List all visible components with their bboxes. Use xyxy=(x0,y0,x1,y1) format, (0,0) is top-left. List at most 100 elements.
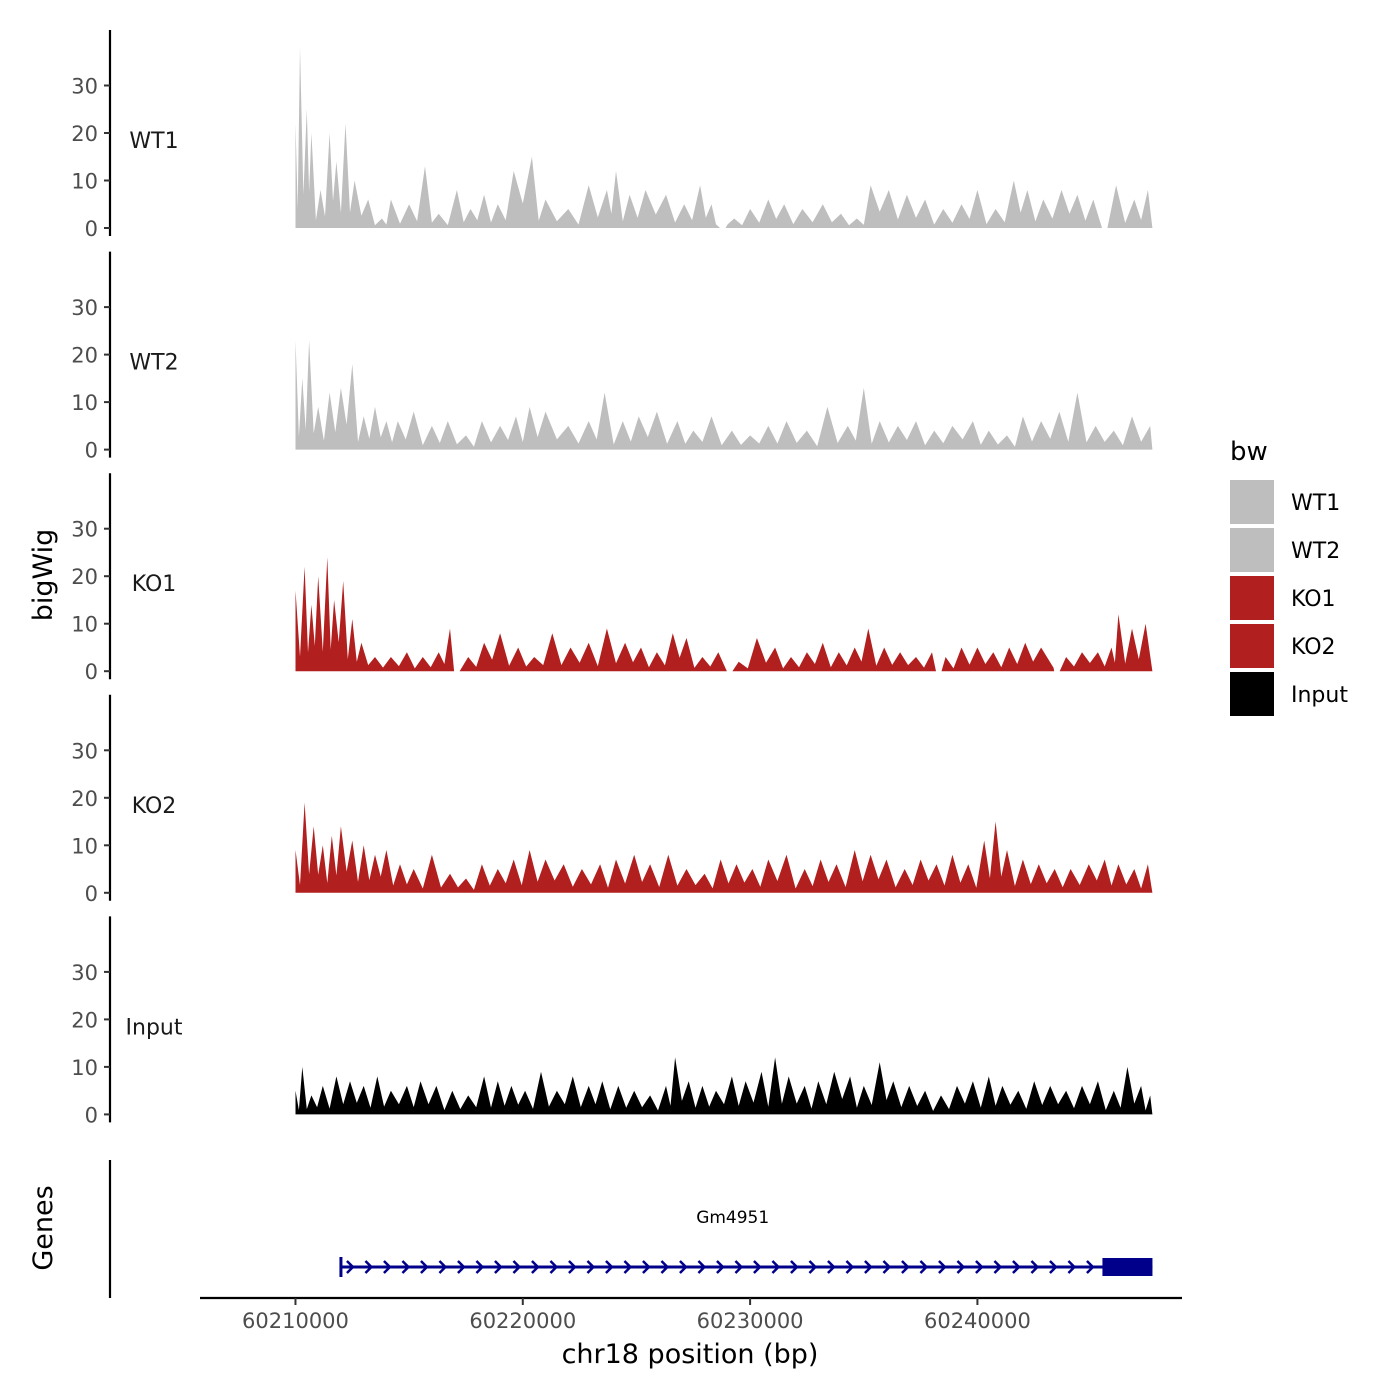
strand-arrow xyxy=(956,1260,966,1274)
y-tick-label: 20 xyxy=(71,787,98,811)
x-axis-title: chr18 position (bp) xyxy=(562,1339,819,1370)
legend-swatch xyxy=(1230,480,1274,524)
strand-arrow xyxy=(401,1260,411,1274)
legend-title: bw xyxy=(1230,437,1268,467)
gene-name: Gm4951 xyxy=(696,1208,769,1228)
y-tick-label: 10 xyxy=(71,170,98,194)
legend-swatch xyxy=(1230,576,1274,620)
track-label: WT1 xyxy=(129,129,178,154)
strand-arrow xyxy=(919,1260,929,1274)
y-tick-label: 30 xyxy=(71,518,98,542)
x-tick-label: 60240000 xyxy=(924,1309,1031,1333)
strand-arrow xyxy=(475,1260,485,1274)
legend-label: KO1 xyxy=(1291,587,1336,612)
track-ko1: 0 10 20 30 KO1 xyxy=(71,473,1153,684)
coverage-area-input xyxy=(295,1057,1153,1115)
legend-item-wt1: WT1 xyxy=(1230,480,1340,524)
coverage-area-ko1 xyxy=(295,557,455,672)
strand-arrow xyxy=(531,1260,540,1274)
track-wt2: 0 10 20 30 WT2 xyxy=(71,251,1153,463)
legend-item-ko2: KO2 xyxy=(1230,624,1336,668)
strand-arrow xyxy=(716,1260,725,1274)
y-tick-label: 20 xyxy=(71,1008,98,1032)
legend-item-ko1: KO1 xyxy=(1230,576,1336,620)
coverage-area-ko2 xyxy=(295,802,1153,893)
strand-arrow xyxy=(827,1260,836,1274)
coverage-area-ko1 xyxy=(1059,614,1153,672)
track-wt1: 0 10 20 30 WT1 xyxy=(71,30,1153,241)
x-tick-label: 60220000 xyxy=(469,1309,576,1333)
strand-arrow xyxy=(512,1260,522,1274)
y-tick-label: 0 xyxy=(85,1103,98,1127)
y-tick-label: 10 xyxy=(71,1056,98,1080)
strand-arrow xyxy=(679,1260,688,1274)
y-tick-label: 30 xyxy=(71,296,98,320)
strand-arrow xyxy=(438,1260,448,1274)
strand-arrow xyxy=(623,1260,633,1274)
strand-arrow xyxy=(660,1260,670,1274)
track-ko2: 0 10 20 30 KO2 xyxy=(71,694,1153,906)
strand-arrow xyxy=(753,1260,762,1274)
legend: bw WT1 WT2 KO1 KO2 Input xyxy=(1230,437,1348,716)
genes-panel: Gm4951 xyxy=(108,1160,1153,1298)
x-tick-label: 60230000 xyxy=(697,1309,804,1333)
y-tick-label: 0 xyxy=(85,882,98,906)
track-label: KO2 xyxy=(132,794,177,819)
legend-swatch xyxy=(1230,624,1274,668)
coverage-area-ko1 xyxy=(732,628,936,672)
strand-arrow xyxy=(1067,1260,1077,1274)
strand-arrow xyxy=(642,1260,651,1274)
strand-arrow xyxy=(383,1260,392,1274)
x-axis: 60210000 60220000 60230000 60240000 xyxy=(200,1296,1182,1333)
legend-item-input: Input xyxy=(1230,672,1348,716)
strand-arrow xyxy=(420,1260,429,1274)
strand-arrow xyxy=(734,1260,744,1274)
strand-arrow xyxy=(364,1260,374,1274)
coverage-area-wt2 xyxy=(295,340,1153,450)
y-axis-title: bigWig xyxy=(28,529,59,622)
gene-gm4951: Gm4951 xyxy=(339,1208,1153,1277)
strand-arrow xyxy=(586,1260,596,1274)
strand-arrow xyxy=(938,1260,947,1274)
strand-arrow xyxy=(882,1260,892,1274)
y-tick-label: 20 xyxy=(71,122,98,146)
strand-arrow xyxy=(1086,1260,1095,1274)
y-tick-label: 0 xyxy=(85,439,98,463)
y-tick-label: 30 xyxy=(71,739,98,763)
strand-arrow xyxy=(549,1260,559,1274)
legend-label: Input xyxy=(1291,683,1348,708)
coverage-area-ko1 xyxy=(941,642,1055,672)
strand-arrow xyxy=(845,1260,855,1274)
strand-arrow xyxy=(697,1260,707,1274)
strand-arrow xyxy=(1012,1260,1021,1274)
legend-label: WT1 xyxy=(1291,491,1340,516)
y-tick-label: 30 xyxy=(71,75,98,99)
strand-arrow xyxy=(975,1260,984,1274)
y-tick-label: 10 xyxy=(71,613,98,637)
y-tick-label: 10 xyxy=(71,834,98,858)
strand-arrow xyxy=(568,1260,577,1274)
y-tick-label: 0 xyxy=(85,660,98,684)
coverage-area-ko1 xyxy=(459,628,727,672)
track-label: WT2 xyxy=(129,351,178,376)
genes-axis-title: Genes xyxy=(28,1185,59,1270)
bigwig-tracks: 0 10 20 30 WT1 0 10 20 30 WT2 0 10 20 30 KO1 0 10 20 30 KO2… xyxy=(71,30,1153,1127)
strand-arrow xyxy=(494,1260,503,1274)
gene-exon xyxy=(1102,1258,1153,1276)
legend-label: KO2 xyxy=(1291,635,1336,660)
coverage-area-wt1 xyxy=(725,180,1102,228)
y-tick-label: 10 xyxy=(71,391,98,415)
coverage-area-wt1 xyxy=(1107,185,1153,228)
strand-arrow xyxy=(864,1260,873,1274)
strand-arrow xyxy=(1049,1260,1058,1274)
legend-swatch xyxy=(1230,528,1274,572)
x-tick-label: 60210000 xyxy=(242,1309,349,1333)
strand-arrow xyxy=(901,1260,910,1274)
strand-arrow xyxy=(771,1260,781,1274)
y-tick-label: 0 xyxy=(85,217,98,241)
legend-item-wt2: WT2 xyxy=(1230,528,1340,572)
y-tick-label: 20 xyxy=(71,344,98,368)
strand-arrow xyxy=(790,1260,799,1274)
y-tick-label: 20 xyxy=(71,565,98,589)
strand-arrow xyxy=(605,1260,614,1274)
